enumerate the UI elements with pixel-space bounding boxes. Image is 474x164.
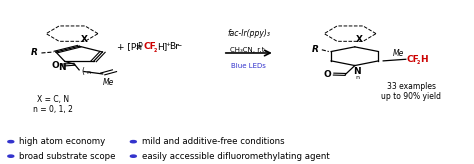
Text: H]: H] — [157, 42, 167, 51]
Text: fac-Ir(ppy)₃: fac-Ir(ppy)₃ — [228, 29, 270, 38]
Text: CF: CF — [144, 42, 156, 51]
Text: Br: Br — [169, 42, 179, 51]
FancyArrowPatch shape — [226, 50, 270, 56]
Text: O: O — [324, 70, 331, 79]
Text: R: R — [311, 45, 318, 54]
Text: ₃P: ₃P — [136, 42, 144, 51]
Text: ₂: ₂ — [417, 57, 420, 66]
Text: ₂: ₂ — [154, 45, 157, 54]
Text: N: N — [353, 67, 361, 76]
Circle shape — [9, 156, 12, 157]
Circle shape — [132, 156, 135, 157]
Text: 33 examples
up to 90% yield: 33 examples up to 90% yield — [382, 82, 441, 101]
Text: X: X — [356, 35, 363, 44]
Text: H: H — [420, 55, 428, 64]
Text: X: X — [81, 35, 87, 44]
Text: Me: Me — [392, 50, 404, 58]
Text: R: R — [31, 49, 38, 57]
Circle shape — [9, 141, 12, 142]
Text: broad substrate scope: broad substrate scope — [19, 152, 116, 161]
Text: O: O — [52, 61, 59, 70]
Text: CF: CF — [407, 55, 419, 64]
Text: + [Ph: + [Ph — [117, 42, 142, 51]
Text: (: ( — [82, 67, 84, 76]
Text: X = C, N
n = 0, 1, 2: X = C, N n = 0, 1, 2 — [33, 95, 73, 114]
Text: easily accessible difluoromethylating agent: easily accessible difluoromethylating ag… — [142, 152, 329, 161]
Text: CH₃CN, r.t.: CH₃CN, r.t. — [230, 47, 267, 53]
Text: Me: Me — [103, 78, 114, 87]
Text: n: n — [355, 75, 359, 80]
Text: −: − — [177, 42, 182, 47]
Text: +: + — [165, 42, 171, 47]
Text: mild and additive-free conditions: mild and additive-free conditions — [142, 137, 284, 146]
Text: high atom economy: high atom economy — [19, 137, 106, 146]
Text: Blue LEDs: Blue LEDs — [231, 63, 266, 69]
Text: n: n — [87, 70, 91, 75]
Text: N: N — [59, 63, 66, 72]
Circle shape — [132, 141, 135, 142]
